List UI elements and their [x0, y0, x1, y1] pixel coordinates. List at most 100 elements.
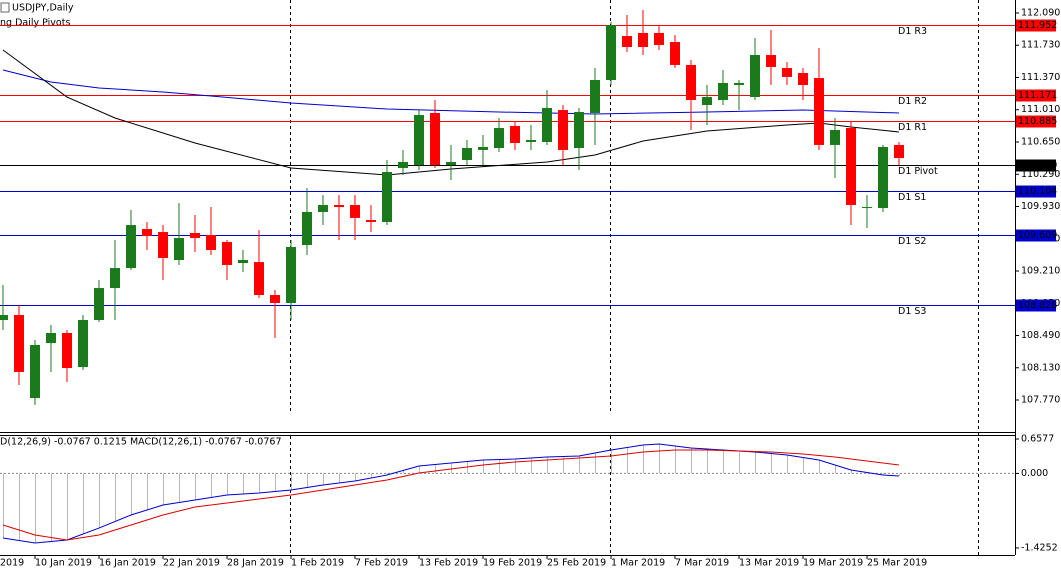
x-tick-label: 25 Mar 2019	[867, 558, 927, 569]
pivot-price-box	[1016, 185, 1056, 198]
x-tick-label: 13 Feb 2019	[419, 558, 478, 569]
candle-body	[718, 82, 728, 100]
candle-body	[894, 144, 904, 159]
x-tick-label: 2019	[0, 558, 24, 569]
candle-body	[606, 24, 616, 81]
candle-body	[398, 161, 408, 168]
moving-average	[2, 49, 900, 176]
x-tick-label: 28 Jan 2019	[227, 558, 284, 569]
candle-body	[222, 241, 232, 266]
candle-body	[0, 314, 8, 321]
candle-body	[94, 288, 104, 321]
candle-body	[254, 262, 264, 296]
pivot-price-label: 108.828	[1018, 300, 1057, 311]
candle-body	[462, 148, 472, 161]
y-tick-label: 109.210	[1021, 266, 1060, 277]
indicator-name: ng Daily Pivots	[0, 18, 70, 29]
y-tick-label: 109.930	[1021, 201, 1060, 212]
x-tick-label: 7 Mar 2019	[675, 558, 729, 569]
pivot-price-label: 110.885	[1018, 116, 1057, 127]
candle-body	[750, 55, 760, 98]
candle-body	[814, 78, 824, 145]
candle-body	[286, 246, 296, 303]
pivot-price-box	[1016, 89, 1056, 102]
y-tick-label: 108.490	[1021, 330, 1060, 341]
y-tick-label: 112.090	[1021, 7, 1060, 18]
y-tick-label: 110.290	[1021, 169, 1060, 180]
candle-body	[622, 36, 632, 48]
macd-tick-label: 0.6577	[1021, 433, 1054, 444]
candle-body	[478, 147, 488, 150]
macd-line	[2, 449, 900, 541]
candle-body	[238, 259, 248, 264]
candle-body	[878, 147, 888, 209]
candle-body	[142, 228, 152, 237]
x-tick-label: 13 Mar 2019	[739, 558, 799, 569]
x-tick-label: 1 Feb 2019	[291, 558, 344, 569]
candle-body	[430, 112, 440, 166]
pivot-price-box	[1016, 299, 1056, 312]
candle-body	[126, 225, 136, 269]
candle-body	[446, 161, 456, 166]
candle-body	[174, 238, 184, 260]
pivot-price-label: 109.609	[1018, 230, 1057, 241]
pivot-name: D1 Pivot	[898, 166, 938, 177]
y-tick-label: 107.770	[1021, 395, 1060, 406]
x-tick-label: 25 Feb 2019	[547, 558, 606, 569]
candle-body	[158, 232, 168, 259]
candle-body	[302, 211, 312, 246]
candle-body	[510, 125, 520, 143]
candle-body	[382, 172, 392, 223]
pivot-name: D1 R3	[898, 26, 927, 37]
macd-label: D(12,26,9) -0.0767 0.1215 MACD(12,26,1) …	[0, 437, 281, 448]
candle-body	[638, 32, 648, 48]
candle-body	[846, 128, 856, 205]
candle-body	[414, 115, 424, 166]
x-tick-label: 10 Jan 2019	[35, 558, 92, 569]
candle-body	[46, 333, 56, 344]
pivot-price-label: 110.390	[1018, 160, 1057, 171]
pivot-price-box	[1016, 19, 1056, 32]
candle-body	[526, 140, 536, 142]
candle-body	[558, 110, 568, 150]
candle-body	[494, 128, 504, 149]
candle-body	[590, 80, 600, 113]
x-tick-label: 1 Mar 2019	[611, 558, 665, 569]
candle-body	[190, 233, 200, 239]
candle-body	[734, 82, 744, 86]
candle-body	[798, 73, 808, 86]
candle-body	[334, 204, 344, 208]
chart-title: USDJPY,Daily	[12, 3, 74, 14]
x-tick-label: 16 Jan 2019	[99, 558, 156, 569]
y-tick-label: 110.650	[1021, 136, 1060, 147]
y-tick-label: 108.130	[1021, 362, 1060, 373]
pivot-name: D1 R1	[898, 122, 927, 133]
candle-body	[350, 204, 360, 218]
pivot-price-label: 111.952	[1018, 20, 1057, 31]
candle-body	[574, 111, 584, 149]
y-tick-label: 111.730	[1021, 40, 1060, 51]
x-tick-label: 19 Feb 2019	[483, 558, 542, 569]
candle-body	[670, 42, 680, 65]
pivot-name: D1 S3	[898, 306, 926, 317]
x-tick-label: 7 Feb 2019	[355, 558, 408, 569]
candle-body	[318, 204, 328, 212]
candle-body	[270, 295, 280, 303]
candle-body	[30, 345, 40, 399]
candle-body	[542, 107, 552, 142]
candle-body	[782, 67, 792, 77]
x-tick-label: 19 Mar 2019	[803, 558, 863, 569]
pivot-name: D1 R2	[898, 96, 927, 107]
pivot-price-label: 111.171	[1018, 90, 1057, 101]
pivot-price-label: 110.104	[1018, 186, 1057, 197]
symbol-icon	[0, 2, 10, 13]
macd-tick-label: -1.4252	[1021, 542, 1058, 553]
pivot-price-box	[1016, 159, 1056, 172]
candle-body	[110, 268, 120, 289]
candle-body	[830, 129, 840, 145]
candle-body	[766, 55, 776, 68]
candle-body	[62, 333, 72, 369]
moving-average	[2, 69, 900, 115]
